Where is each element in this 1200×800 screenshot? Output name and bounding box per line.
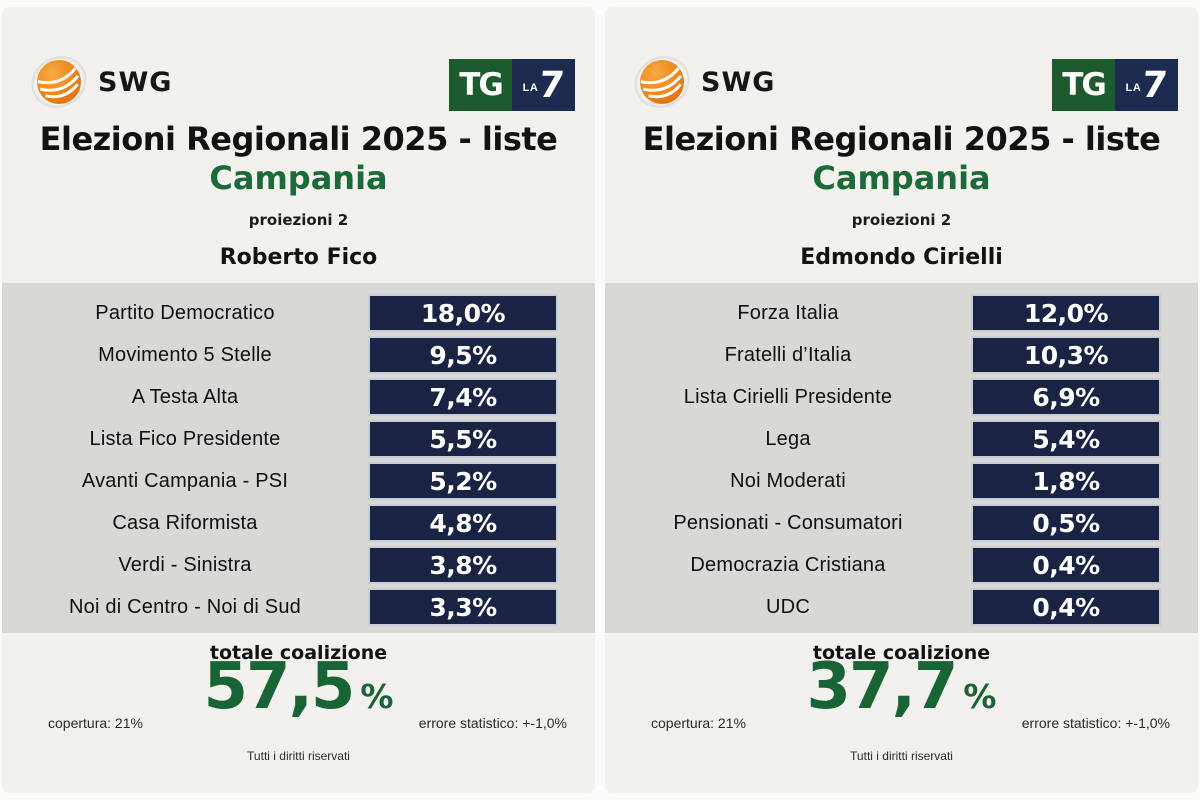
table-row: A Testa Alta 7,4%	[2, 376, 595, 418]
total-percent-sign: %	[963, 677, 997, 716]
tg-la7-logo: TG LA 7	[1052, 59, 1178, 111]
swg-logo: SWG	[30, 53, 172, 111]
value-box: 0,4%	[971, 588, 1161, 626]
candidate-name: Edmondo Cirielli	[800, 245, 1003, 270]
total-number: 37,7	[806, 650, 959, 724]
tg-logo-left: TG	[449, 59, 512, 111]
table-row: Movimento 5 Stelle 9,5%	[2, 334, 595, 376]
value-box: 5,4%	[971, 420, 1161, 458]
table-row: Noi Moderati 1,8%	[605, 460, 1198, 502]
table-row: Lista Fico Presidente 5,5%	[2, 418, 595, 460]
swg-logo: SWG	[633, 53, 775, 111]
panel-footer: totale coalizione 37,7% copertura: 21% e…	[605, 633, 1198, 793]
panel-fico: SWG TG LA 7 Elezioni Regionali 2025 - li…	[2, 7, 595, 793]
region-title: Campania	[812, 159, 991, 197]
party-label: Forza Italia	[737, 301, 839, 324]
value-box: 3,3%	[368, 588, 558, 626]
panel-header: SWG TG LA 7 Elezioni Regionali 2025 - li…	[605, 7, 1198, 283]
value-box: 9,5%	[368, 336, 558, 374]
value-box: 5,2%	[368, 462, 558, 500]
party-label: Partito Democratico	[95, 301, 275, 324]
candidate-name: Roberto Fico	[219, 245, 378, 270]
party-label: Verdi - Sinistra	[118, 553, 252, 576]
projection-subtitle: proiezioni 2	[248, 211, 349, 229]
total-number: 57,5	[203, 650, 356, 724]
rights-note: Tutti i diritti riservati	[247, 749, 350, 763]
total-coalition-value: 37,7%	[605, 655, 1198, 719]
value-box: 0,5%	[971, 504, 1161, 542]
rights-note: Tutti i diritti riservati	[850, 749, 953, 763]
la7-seven-text: 7	[537, 64, 567, 106]
value-box: 3,8%	[368, 546, 558, 584]
page-title: Elezioni Regionali 2025 - liste	[642, 120, 1161, 158]
party-label: A Testa Alta	[131, 385, 239, 408]
table-row: Partito Democratico 18,0%	[2, 292, 595, 334]
swg-wordmark: SWG	[98, 66, 173, 98]
la7-la-text: LA	[522, 82, 539, 94]
stat-error-note: errore statistico: +-1,0%	[1021, 715, 1170, 731]
page-title: Elezioni Regionali 2025 - liste	[39, 120, 558, 158]
results-table: Partito Democratico 18,0% Movimento 5 St…	[2, 283, 595, 633]
projection-subtitle: proiezioni 2	[851, 211, 952, 229]
total-coalition-label: totale coalizione	[812, 642, 991, 664]
value-box: 10,3%	[971, 336, 1161, 374]
table-row: Fratelli d’Italia 10,3%	[605, 334, 1198, 376]
party-label: Pensionati - Consumatori	[673, 511, 903, 534]
party-label: Avanti Campania - PSI	[81, 469, 289, 492]
value-box: 18,0%	[368, 294, 558, 332]
table-row: Noi di Centro - Noi di Sud 3,3%	[2, 586, 595, 628]
swg-wordmark: SWG	[701, 66, 776, 98]
party-label: Fratelli d’Italia	[724, 343, 852, 366]
value-box: 12,0%	[971, 294, 1161, 332]
region-title: Campania	[209, 159, 388, 197]
party-label: Democrazia Cristiana	[690, 553, 886, 576]
value-box: 7,4%	[368, 378, 558, 416]
party-label: Lista Fico Presidente	[89, 427, 281, 450]
value-box: 5,5%	[368, 420, 558, 458]
table-row: UDC 0,4%	[605, 586, 1198, 628]
la7-la-text: LA	[1125, 82, 1142, 94]
value-box: 4,8%	[368, 504, 558, 542]
stat-error-note: errore statistico: +-1,0%	[418, 715, 567, 731]
panel-cirielli: SWG TG LA 7 Elezioni Regionali 2025 - li…	[605, 7, 1198, 793]
party-label: Lega	[765, 427, 811, 450]
table-row: Casa Riformista 4,8%	[2, 502, 595, 544]
party-label: Noi di Centro - Noi di Sud	[69, 595, 301, 618]
table-row: Avanti Campania - PSI 5,2%	[2, 460, 595, 502]
tg-la7-logo: TG LA 7	[449, 59, 575, 111]
party-label: UDC	[766, 595, 810, 618]
value-box: 6,9%	[971, 378, 1161, 416]
results-table: Forza Italia 12,0% Fratelli d’Italia 10,…	[605, 283, 1198, 633]
coverage-note: copertura: 21%	[48, 715, 143, 731]
table-row: Democrazia Cristiana 0,4%	[605, 544, 1198, 586]
value-box: 0,4%	[971, 546, 1161, 584]
total-percent-sign: %	[360, 677, 394, 716]
swg-globe-icon	[634, 56, 690, 108]
total-coalition-value: 57,5%	[2, 655, 595, 719]
swg-globe-icon	[31, 56, 87, 108]
table-row: Verdi - Sinistra 3,8%	[2, 544, 595, 586]
coverage-note: copertura: 21%	[651, 715, 746, 731]
table-row: Lista Cirielli Presidente 6,9%	[605, 376, 1198, 418]
panel-header: SWG TG LA 7 Elezioni Regionali 2025 - li…	[2, 7, 595, 283]
table-row: Pensionati - Consumatori 0,5%	[605, 502, 1198, 544]
value-box: 1,8%	[971, 462, 1161, 500]
table-row: Forza Italia 12,0%	[605, 292, 1198, 334]
total-coalition-label: totale coalizione	[209, 642, 388, 664]
party-label: Casa Riformista	[112, 511, 258, 534]
tg-logo-right: LA 7	[1115, 59, 1178, 111]
party-label: Movimento 5 Stelle	[98, 343, 272, 366]
la7-seven-text: 7	[1140, 64, 1170, 106]
tg-logo-right: LA 7	[512, 59, 575, 111]
party-label: Noi Moderati	[730, 469, 846, 492]
tg-logo-left: TG	[1052, 59, 1115, 111]
table-row: Lega 5,4%	[605, 418, 1198, 460]
party-label: Lista Cirielli Presidente	[683, 385, 893, 408]
panel-footer: totale coalizione 57,5% copertura: 21% e…	[2, 633, 595, 793]
